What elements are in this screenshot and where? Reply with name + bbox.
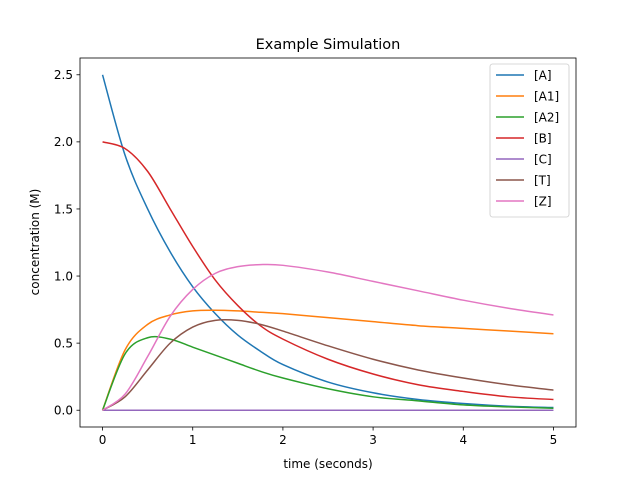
legend-label: [T] bbox=[534, 173, 551, 187]
chart-title: Example Simulation bbox=[256, 37, 401, 53]
x-tick-label: 2 bbox=[279, 433, 287, 447]
x-tick-label: 3 bbox=[369, 433, 377, 447]
y-tick-label: 1.0 bbox=[54, 269, 73, 283]
y-axis-label: concentration (M) bbox=[28, 189, 42, 296]
legend-label: [C] bbox=[534, 152, 552, 166]
y-tick-label: 1.5 bbox=[54, 202, 73, 216]
legend-label: [Z] bbox=[534, 194, 552, 208]
y-tick-label: 2.5 bbox=[54, 68, 73, 82]
y-axis: 0.0 0.5 1.0 1.5 2.0 2.5 bbox=[54, 68, 80, 418]
y-tick-label: 2.0 bbox=[54, 135, 73, 149]
y-tick-label: 0.5 bbox=[54, 336, 73, 350]
legend-box bbox=[489, 63, 570, 218]
x-tick-label: 1 bbox=[189, 433, 197, 447]
plot-frame bbox=[79, 57, 577, 428]
x-tick-label: 0 bbox=[99, 433, 107, 447]
series-line-5 bbox=[102, 318, 554, 411]
legend-label: [B] bbox=[534, 131, 552, 145]
series-layer bbox=[101, 74, 554, 411]
x-tick-label: 5 bbox=[550, 433, 558, 447]
series-line-3 bbox=[102, 141, 554, 401]
legend: [A] [A1] [A2] [B] [C] [T] [Z] bbox=[489, 63, 570, 218]
y-tick-label: 0.0 bbox=[54, 404, 73, 418]
x-tick-label: 4 bbox=[459, 433, 467, 447]
series-line-2 bbox=[101, 335, 554, 411]
legend-label: [A1] bbox=[534, 89, 559, 103]
series-line-1 bbox=[101, 309, 554, 411]
x-axis-label: time (seconds) bbox=[283, 457, 372, 471]
series-line-6 bbox=[102, 263, 554, 411]
series-line-0 bbox=[101, 74, 554, 409]
legend-label: [A2] bbox=[534, 110, 559, 124]
x-axis: 0 1 2 3 4 5 bbox=[99, 427, 558, 447]
legend-label: [A] bbox=[534, 68, 552, 82]
